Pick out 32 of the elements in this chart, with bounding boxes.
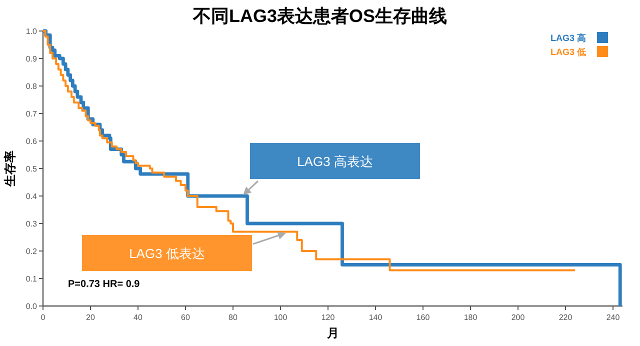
x-tick-label: 200: [511, 313, 526, 322]
x-tick-label: 100: [274, 313, 288, 322]
y-tick-label: 0.6: [26, 137, 38, 146]
x-tick-label: 20: [86, 313, 96, 322]
x-tick-label: 60: [181, 313, 190, 322]
chart-title: 不同LAG3表达患者OS生存曲线: [192, 6, 448, 26]
y-tick-label: 0.7: [26, 110, 38, 118]
x-tick-label: 160: [416, 313, 430, 322]
y-tick-label: 0.0: [26, 302, 38, 311]
x-tick-label: 180: [464, 313, 478, 322]
annotation: P=0.73 HR= 0.9: [68, 279, 140, 290]
x-tick-label: 80: [228, 313, 238, 322]
x-axis-title: 月: [326, 326, 339, 340]
legend-label: LAG3 高: [550, 33, 586, 43]
y-tick-label: 0.4: [26, 192, 38, 201]
x-tick-label: 120: [321, 313, 336, 322]
y-tick-label: 1.0: [26, 27, 38, 36]
y-tick-label: 0.2: [26, 247, 38, 256]
annotation: LAG3 高表达: [297, 154, 373, 169]
y-tick-label: 0.3: [26, 220, 38, 228]
x-tick-label: 220: [558, 313, 573, 322]
x-tick-label: 0: [40, 313, 46, 322]
legend-label: LAG3 低: [550, 47, 586, 57]
y-tick-label: 0.9: [26, 54, 38, 64]
y-tick-label: 0.5: [26, 164, 38, 174]
x-tick-label: 240: [606, 313, 620, 322]
x-tick-label: 140: [368, 313, 383, 322]
annotation: LAG3 低表达: [129, 246, 205, 261]
y-tick-label: 0.1: [26, 274, 38, 284]
x-tick-label: 40: [134, 313, 143, 322]
y-axis-title: 生存率: [3, 150, 17, 188]
y-tick-label: 0.8: [26, 82, 38, 91]
